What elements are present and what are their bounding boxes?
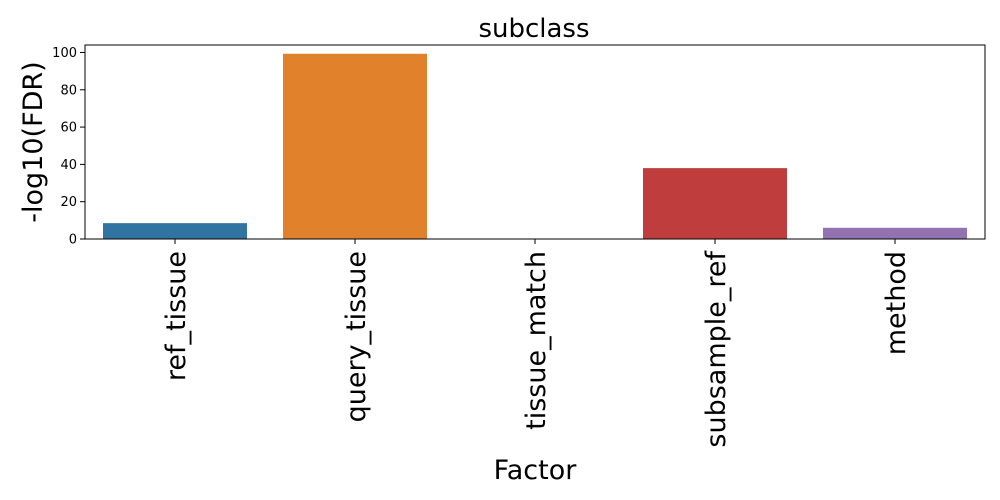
y-tick-label: 80 [60,83,77,98]
y-tick-label: 40 [60,158,77,173]
chart-title: subclass [478,14,589,44]
y-tick-label: 20 [60,195,77,210]
x-tick-label: subsample_ref [701,250,732,448]
x-tick-label: query_tissue [341,251,372,422]
x-axis-ticks: ref_tissue query_tissue tissue_match subsam… [161,239,912,448]
bar-subsample-ref [643,168,787,239]
x-axis-label: Factor [494,455,578,486]
plot-area-frame [84,44,986,240]
bars [103,53,967,240]
bar-query-tissue [283,53,427,240]
y-tick-label: 60 [60,121,77,136]
bar-method [823,227,967,239]
y-axis-ticks: 0 20 40 60 80 100 [52,46,85,248]
x-tick-label: tissue_match [521,251,552,430]
y-axis-label: -log10(FDR) [18,61,49,222]
bar-ref-tissue [103,223,247,239]
x-tick-label: ref_tissue [161,251,192,381]
x-tick-label: method [881,251,912,355]
y-tick-label: 100 [52,46,77,61]
y-tick-label: 0 [69,233,77,248]
